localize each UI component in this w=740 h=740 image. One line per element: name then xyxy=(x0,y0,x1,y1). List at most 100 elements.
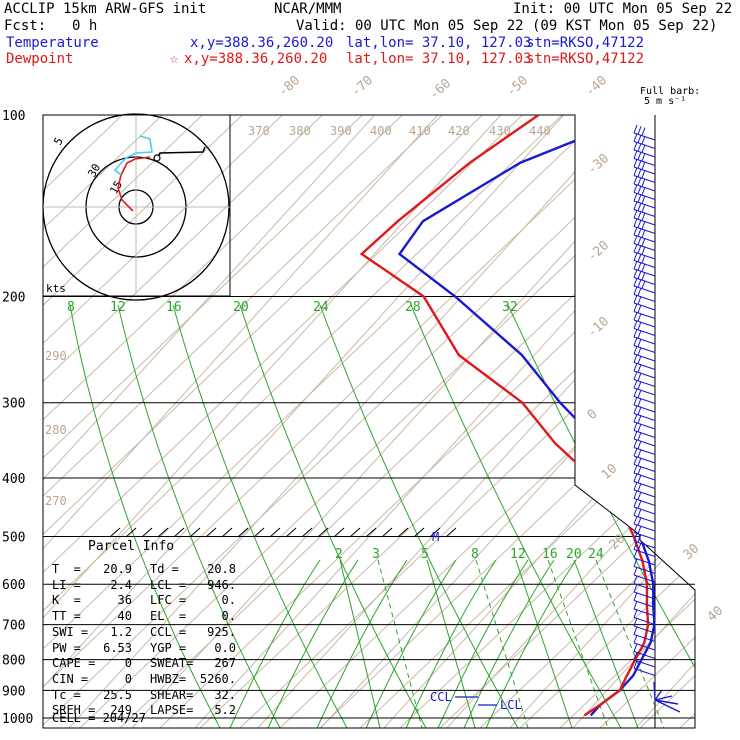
mixing-ratio-label: 32 xyxy=(502,300,518,315)
mixing-ratio-line xyxy=(475,559,529,728)
wind-barb-flag xyxy=(637,491,642,500)
wind-barb-shaft xyxy=(633,651,656,659)
dry-adiabat-line xyxy=(43,115,221,728)
wind-barb-flag xyxy=(637,474,642,483)
hodograph-ring-label: 30 xyxy=(85,162,103,180)
diagram-frame xyxy=(42,114,696,729)
dry-adiabat-line xyxy=(43,115,341,728)
dewpoint-xy: x,y=388.36,260.20 xyxy=(184,51,328,67)
wind-barb-flag xyxy=(637,457,642,466)
wind-barb-shaft xyxy=(633,421,656,430)
wind-barb-flag xyxy=(633,430,638,440)
isotherm-label: -10 xyxy=(585,314,612,341)
wind-barb-shaft xyxy=(633,642,656,651)
wind-barb-shaft xyxy=(633,472,656,481)
wind-barb-flag xyxy=(637,202,642,211)
wind-barb-flag xyxy=(637,151,642,160)
parcel-param-label: SWI = xyxy=(52,624,89,639)
parcel-param-label: LAPSE= xyxy=(150,703,194,718)
surface-wind-barb xyxy=(654,699,681,713)
mixing-ratio-label: 20 xyxy=(566,547,582,562)
wind-barb xyxy=(633,507,656,523)
wind-barb-flag xyxy=(633,141,638,151)
mixing-ratio-line xyxy=(319,304,519,728)
wind-barb xyxy=(633,600,656,617)
wind-barb xyxy=(633,320,656,336)
dry-adiabat-line xyxy=(439,115,695,728)
wind-barb-shaft xyxy=(633,404,656,413)
isotherm-line xyxy=(633,115,695,728)
wind-barb-flag xyxy=(633,192,638,202)
hodograph-mid-segment xyxy=(113,135,153,176)
dry-adiabat-line xyxy=(43,115,261,728)
wind-barb-shaft xyxy=(633,362,656,370)
theta-label: 410 xyxy=(409,124,431,138)
parcel-param-value: 20.9 xyxy=(103,562,132,576)
moist-adiabat-line xyxy=(485,559,577,728)
wind-barb-flag xyxy=(641,254,646,264)
layer-tick xyxy=(221,527,233,538)
mixing-ratio-line xyxy=(507,304,695,728)
isotherm-label: -80 xyxy=(276,73,303,100)
parcel-param-label: YGP = xyxy=(150,640,187,655)
wind-barb-shaft xyxy=(633,506,656,515)
wind-barb-flag xyxy=(641,203,646,213)
layer-tick xyxy=(429,527,441,538)
dry-adiabat-line xyxy=(43,115,501,728)
wind-barb-flag xyxy=(633,626,638,635)
wind-barb-flag xyxy=(633,447,638,457)
wind-barb-flag xyxy=(633,328,638,338)
wind-barb-flag xyxy=(633,507,638,516)
theta-label: 430 xyxy=(489,124,511,138)
wind-barb-flag xyxy=(633,617,638,627)
theta-label: 420 xyxy=(448,124,470,138)
wind-barb-shaft xyxy=(633,625,656,634)
theta-label: 440 xyxy=(529,124,551,138)
temperature-stn: stn=RKSO,47122 xyxy=(526,35,645,51)
layer-tick xyxy=(237,527,249,538)
wind-barb-flag xyxy=(633,167,638,176)
parcel-param-value: 5260. xyxy=(199,671,236,686)
parcel-param-value: 36 xyxy=(117,593,132,608)
wind-barb-flag xyxy=(637,355,642,364)
wind-barb xyxy=(633,515,656,532)
wind-barb-flag xyxy=(637,398,642,407)
wind-barb-flag xyxy=(633,532,638,542)
wind-barb xyxy=(633,490,656,506)
mixing-ratio-line xyxy=(410,304,622,728)
layer-tick xyxy=(365,527,377,538)
wind-barb xyxy=(633,303,656,319)
wind-barb xyxy=(633,379,656,396)
parcel-param-label: Tc = xyxy=(52,687,81,702)
wind-barb-flag xyxy=(633,575,638,584)
layer-tick xyxy=(381,527,393,538)
isotherm-line xyxy=(66,115,653,728)
mixing-ratio-line xyxy=(573,559,639,728)
wind-barb-shaft xyxy=(633,438,656,447)
wind-barb-flag xyxy=(633,235,638,244)
layer-tick xyxy=(141,527,153,538)
wind-barb-flag xyxy=(641,246,646,255)
wind-barb-flag xyxy=(637,415,642,424)
parcel-param-value: 32. xyxy=(214,687,236,702)
wind-barb-shaft xyxy=(633,455,656,464)
wind-barb-shaft xyxy=(633,532,656,540)
wind-barb-flag xyxy=(637,534,642,543)
wind-barb-shaft xyxy=(633,668,656,676)
wind-barb-flag xyxy=(637,440,642,449)
pressure-tick-label: 300 xyxy=(2,397,25,412)
wind-barb-flag xyxy=(637,219,642,228)
wind-barb-flag xyxy=(633,473,638,482)
wind-barb-flag xyxy=(633,388,638,397)
pressure-tick-label: 600 xyxy=(2,578,25,593)
layer-tick xyxy=(189,527,201,538)
wind-barb-flag xyxy=(637,517,642,526)
surface-wind-barb xyxy=(654,695,673,701)
dry-adiabat-line xyxy=(43,115,461,728)
wind-barb-shaft xyxy=(633,481,656,489)
wind-barb-flag xyxy=(637,126,642,135)
wind-barb-flag xyxy=(633,549,638,559)
wind-barb-flag xyxy=(633,651,638,661)
wind-barb-flag xyxy=(637,364,642,373)
pressure-tick-label: 1000 xyxy=(2,712,33,727)
